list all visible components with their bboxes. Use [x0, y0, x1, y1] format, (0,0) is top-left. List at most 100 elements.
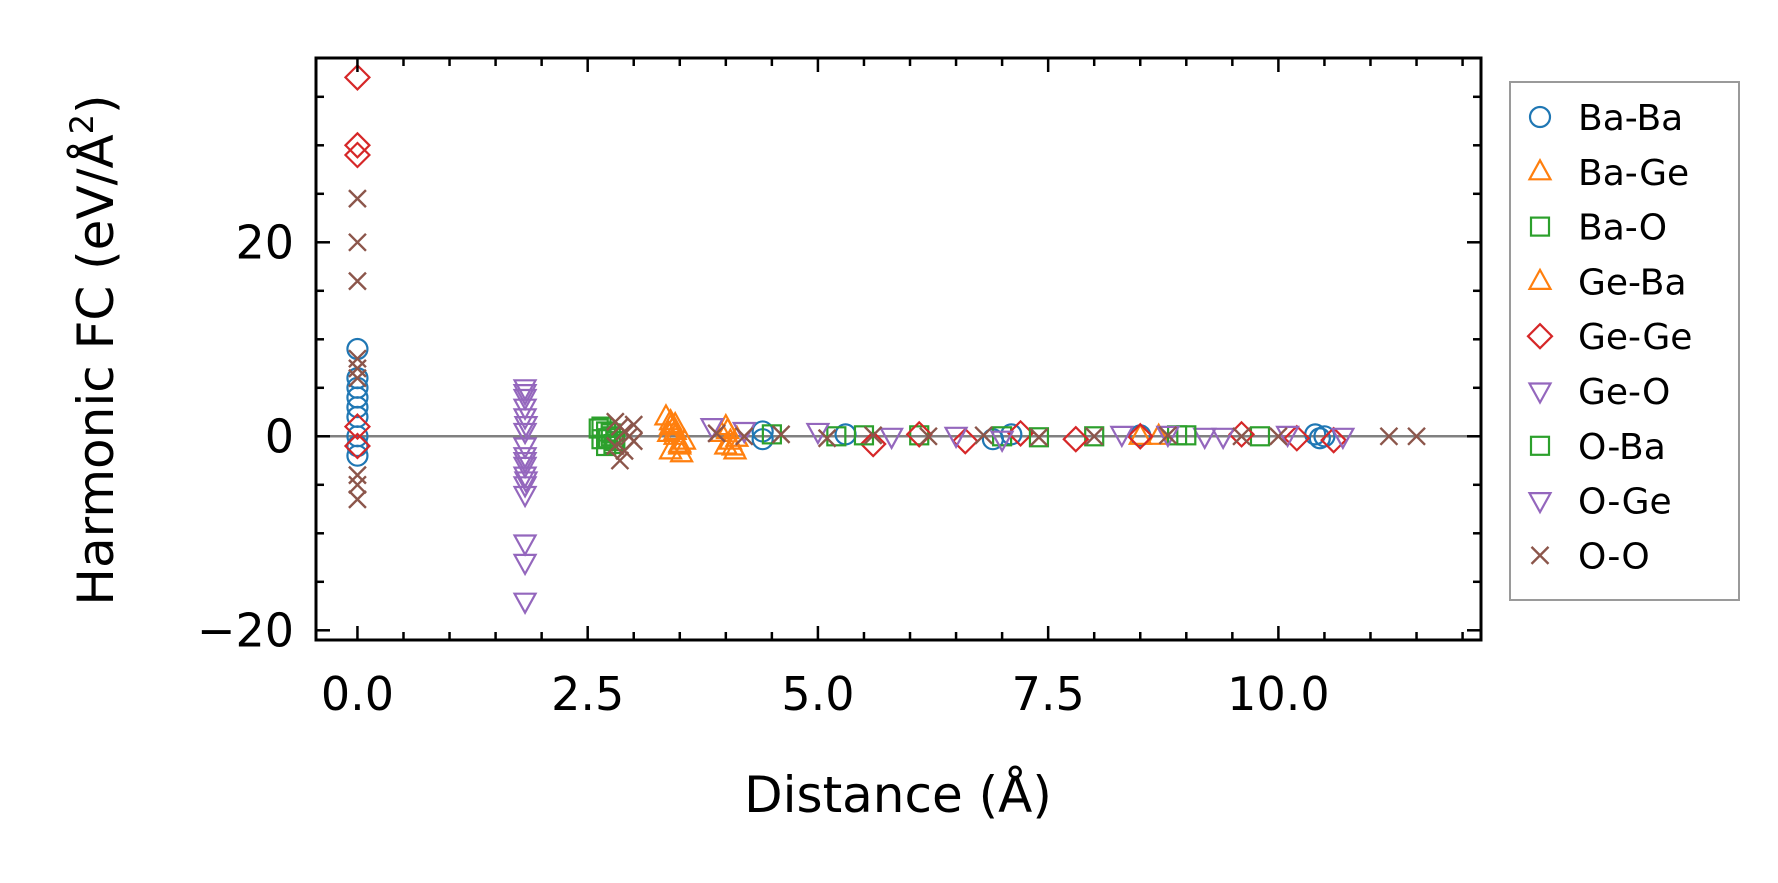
data-point [879, 427, 904, 451]
series-o-o [348, 189, 1426, 509]
data-point [513, 416, 539, 439]
data-point [1126, 422, 1154, 450]
data-point [1320, 426, 1348, 454]
data-point [863, 425, 883, 445]
data-point [1330, 427, 1356, 451]
data-point [1192, 427, 1218, 451]
legend-label: O-Ge [1578, 482, 1672, 523]
legend-marker-o-ba [1529, 435, 1551, 456]
data-point [512, 534, 538, 557]
y-tick-label: 0 [265, 409, 294, 463]
y-tick-labels: −20 0 20 [197, 215, 294, 657]
legend-marker-ge-o [1527, 382, 1553, 405]
legend-labels: Ba-Ba Ba-Ge Ba-O Ge-Ba Ge-Ge Ge-O O-Ba O… [1578, 98, 1692, 577]
data-point [512, 384, 538, 407]
data-point [1269, 426, 1288, 446]
data-point [343, 432, 371, 460]
legend-label: Ge-Ge [1578, 317, 1692, 358]
data-point [1109, 425, 1135, 449]
data-point [624, 415, 644, 435]
legend-label: O-Ba [1578, 427, 1666, 468]
data-point [817, 428, 837, 448]
data-point [1028, 427, 1050, 448]
data-point [348, 232, 367, 252]
data-point [512, 408, 538, 431]
tick-marks-layer [316, 58, 1481, 640]
y-axis-title: Harmonic FC (eV/Å2) [63, 94, 125, 605]
legend-marker-o-ge [1527, 492, 1553, 515]
data-point [1210, 427, 1236, 451]
x-axis-title: Distance (Å) [744, 766, 1052, 824]
series-ge-ge [343, 63, 1348, 460]
data-point [734, 426, 754, 446]
data-point [1062, 425, 1090, 453]
data-point [343, 141, 371, 169]
data-point [348, 271, 367, 291]
data-point [905, 420, 933, 448]
data-point [348, 490, 367, 509]
data-point [348, 189, 367, 208]
data-point [656, 419, 682, 442]
x-tick-label: 7.5 [1012, 667, 1085, 721]
data-point [512, 422, 538, 446]
y-tick-label: −20 [197, 603, 294, 657]
data-point [610, 451, 630, 470]
series-o-ge [513, 416, 1236, 494]
x-tick-label: 5.0 [781, 667, 854, 721]
data-point [1379, 426, 1399, 446]
data-point [669, 439, 694, 463]
data-point [826, 426, 847, 447]
data-point [346, 396, 369, 419]
y-tick-label: 20 [235, 215, 294, 269]
data-point [859, 430, 887, 458]
data-point [1146, 422, 1172, 445]
legend-marker-ba-ge [1527, 158, 1553, 181]
legend-marker-ge-ge [1526, 322, 1554, 350]
data-point [1283, 424, 1311, 452]
x-tick-label: 0.0 [321, 667, 394, 721]
legend-marker-ba-o [1529, 216, 1551, 237]
data-point [513, 471, 539, 494]
legend-marker-ba-ba [1528, 105, 1552, 129]
data-point [1155, 425, 1181, 449]
data-point [707, 424, 726, 443]
data-point [605, 436, 625, 456]
data-point [512, 553, 538, 577]
data-point [343, 413, 371, 441]
data-point [346, 444, 369, 467]
legend-label: Ba-Ba [1578, 98, 1683, 139]
data-point [699, 418, 725, 441]
legend-markers [1526, 105, 1554, 565]
data-point [1176, 425, 1197, 446]
data-point [943, 426, 969, 450]
x-tick-label: 10.0 [1227, 667, 1329, 721]
data-point [343, 63, 371, 91]
data-point [1158, 425, 1178, 445]
data-marks-layer [343, 63, 1426, 615]
series-ge-ba [656, 410, 750, 463]
y-axis-title-close: ) [67, 94, 125, 114]
legend-marker-o-o [1530, 546, 1550, 565]
data-point [974, 425, 994, 445]
legend: Ba-Ba Ba-Ge Ba-O Ge-Ba Ge-Ge Ge-O O-Ba O… [1509, 81, 1740, 601]
data-point [1407, 426, 1426, 446]
data-point [615, 441, 634, 461]
data-point [658, 407, 683, 431]
data-point [346, 434, 369, 458]
data-point [1006, 419, 1035, 447]
legend-label: Ge-Ba [1578, 262, 1687, 303]
legend-label: Ge-O [1578, 372, 1670, 413]
data-point [1313, 425, 1336, 448]
legend-label: Ba-O [1578, 208, 1667, 249]
data-point [919, 426, 938, 446]
data-point [771, 425, 791, 444]
legend-label: O-O [1578, 536, 1650, 577]
data-point [951, 427, 979, 455]
data-point [348, 475, 367, 495]
data-point [1029, 427, 1049, 447]
plot-frame [314, 56, 1483, 642]
x-tick-label: 2.5 [551, 667, 624, 721]
y-axis-title-main: Harmonic FC (eV/Å [67, 134, 125, 605]
data-point [1275, 425, 1300, 449]
